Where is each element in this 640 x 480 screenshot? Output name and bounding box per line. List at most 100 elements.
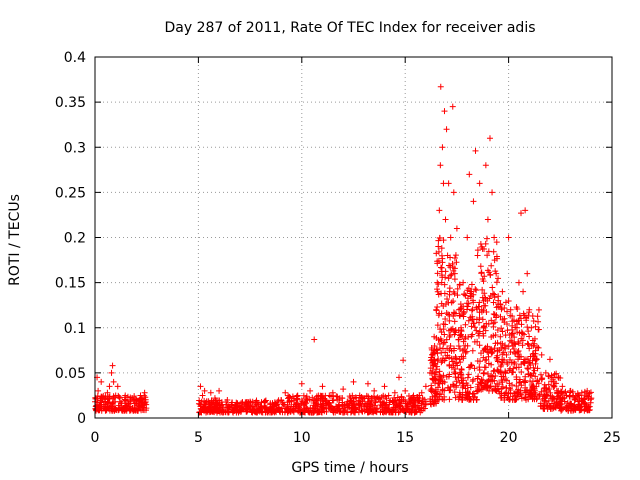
data-point [520,378,527,385]
data-point [455,336,462,343]
data-point [499,328,506,335]
x-tick-label: 25 [603,430,621,446]
data-point [495,275,502,282]
data-point [485,387,492,394]
data-point [497,340,504,347]
data-point [492,331,499,338]
data-point [139,398,146,405]
data-point [491,294,498,301]
data-point [449,103,456,110]
data-point [303,400,310,407]
data-point [452,394,459,401]
data-point [323,398,330,405]
data-point [478,270,485,277]
data-point [454,292,461,299]
data-point [432,369,439,376]
data-point [443,373,450,380]
data-point [460,313,467,320]
data-point [372,398,379,405]
data-point [531,367,538,374]
data-point [307,387,314,394]
data-point [476,319,483,326]
data-point [133,396,140,403]
data-point [363,402,370,409]
data-point [453,225,460,232]
data-point [479,286,486,293]
data-point [525,328,532,335]
data-point [123,396,130,403]
data-point [542,369,549,376]
data-point [439,386,446,393]
data-point [446,317,453,324]
data-point [237,405,244,412]
data-point [501,392,508,399]
y-tick-label: 0.25 [55,185,86,201]
data-point [122,392,129,399]
data-point [496,381,503,388]
data-point [497,301,504,308]
data-point [294,392,301,399]
data-point [467,314,474,321]
data-point [497,313,504,320]
data-point [482,240,489,247]
data-point [448,299,455,306]
chart-title: Day 287 of 2011, Rate Of TEC Index for r… [164,20,535,36]
data-point [505,234,512,241]
data-point [434,303,441,310]
data-point [452,329,459,336]
data-point [488,317,495,324]
data-point [211,395,218,402]
data-point [437,162,444,169]
data-point [440,340,447,347]
data-point [253,397,260,404]
data-point [356,392,363,399]
data-point [113,406,120,413]
data-point [287,405,294,412]
data-point [494,358,501,365]
data-point [527,390,534,397]
data-point [444,252,451,259]
data-point [521,360,528,367]
data-point [493,253,500,260]
data-point [526,306,533,313]
data-point [456,379,463,386]
data-point [346,393,353,400]
data-point [110,378,117,385]
data-point [402,387,409,394]
data-point [562,388,569,395]
data-point [529,395,536,402]
data-point [516,329,523,336]
data-point [406,398,413,405]
data-point [493,270,500,277]
data-point [438,359,445,366]
data-point [199,392,206,399]
data-point [527,362,534,369]
data-point [547,404,554,411]
data-point [484,343,491,350]
data-point [308,409,315,416]
data-point [350,398,357,405]
data-point [232,404,239,411]
data-point [434,363,441,370]
data-point [491,345,498,352]
data-point [458,366,465,373]
data-point [476,299,483,306]
data-point [131,400,138,407]
data-point [428,382,435,389]
data-point [101,396,108,403]
data-point [433,393,440,400]
data-point [461,335,468,342]
data-point [583,403,590,410]
data-point [530,383,537,390]
data-point [532,360,539,367]
data-point [575,392,582,399]
data-point [507,348,514,355]
data-point [135,402,142,409]
data-point [522,373,529,380]
data-point [512,350,519,357]
data-point [518,321,525,328]
data-point [480,278,487,285]
data-point [534,344,541,351]
data-point [99,395,106,402]
data-point [515,279,522,286]
